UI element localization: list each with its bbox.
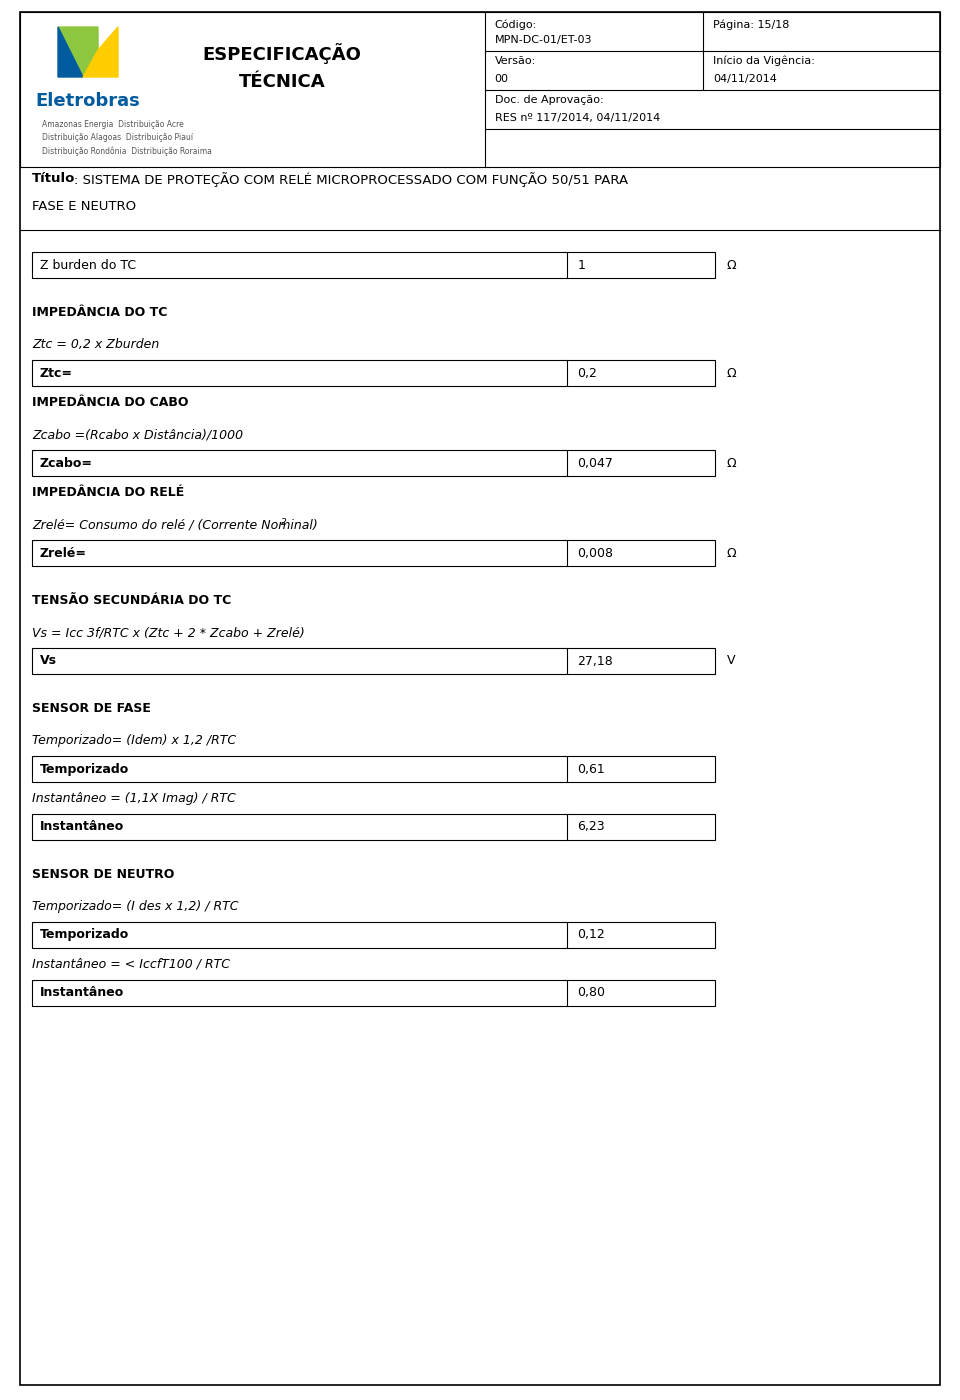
Text: Ω: Ω — [727, 367, 736, 379]
Text: 0,047: 0,047 — [577, 456, 613, 469]
Text: Ω: Ω — [727, 546, 736, 560]
Text: Instantâneo: Instantâneo — [40, 820, 124, 833]
Bar — [32, 648, 714, 673]
Bar — [32, 756, 714, 783]
Text: IMPEDÂNCIA DO TC: IMPEDÂNCIA DO TC — [32, 307, 167, 319]
Text: Temporizado: Temporizado — [40, 763, 130, 776]
Text: Título: Título — [32, 172, 76, 185]
Text: IMPEDÂNCIA DO CABO: IMPEDÂNCIA DO CABO — [32, 396, 188, 409]
Text: 1: 1 — [577, 259, 586, 272]
Text: 2: 2 — [281, 518, 287, 526]
Text: 0,80: 0,80 — [577, 987, 606, 1000]
Text: Versão:: Versão: — [494, 56, 536, 66]
Bar — [32, 540, 714, 566]
Text: 0,61: 0,61 — [577, 763, 605, 776]
Text: Zcabo=: Zcabo= — [40, 456, 93, 469]
Text: : SISTEMA DE PROTEÇÃO COM RELÉ MICROPROCESSADO COM FUNÇÃO 50/51 PARA: : SISTEMA DE PROTEÇÃO COM RELÉ MICROPROC… — [74, 172, 628, 188]
Text: Temporizado= (Idem) x 1,2 /RTC: Temporizado= (Idem) x 1,2 /RTC — [32, 734, 236, 748]
Text: Zcabo =(Rcabo x Distância)/1000: Zcabo =(Rcabo x Distância)/1000 — [32, 428, 243, 441]
Text: FASE E NEUTRO: FASE E NEUTRO — [32, 200, 136, 213]
Text: RES nº 117/2014, 04/11/2014: RES nº 117/2014, 04/11/2014 — [494, 113, 660, 123]
Text: Distribuição Rondônia  Distribuição Roraima: Distribuição Rondônia Distribuição Rorai… — [42, 146, 212, 155]
Text: Vs = Icc 3f/RTC x (Ztc + 2 * Zcabo + Zrelé): Vs = Icc 3f/RTC x (Ztc + 2 * Zcabo + Zre… — [32, 626, 304, 638]
Text: Distribuição Alagoas  Distribuição Piauí: Distribuição Alagoas Distribuição Piauí — [42, 133, 193, 141]
Text: SENSOR DE NEUTRO: SENSOR DE NEUTRO — [32, 868, 175, 881]
Bar — [32, 449, 714, 476]
Bar — [20, 13, 940, 167]
Text: 0,2: 0,2 — [577, 367, 597, 379]
Bar — [32, 813, 714, 840]
Bar — [32, 923, 714, 948]
Polygon shape — [58, 27, 98, 77]
Text: Ztc = 0,2 x Zburden: Ztc = 0,2 x Zburden — [32, 337, 159, 351]
Text: MPN-DC-01/ET-03: MPN-DC-01/ET-03 — [494, 35, 592, 45]
Text: TÉCNICA: TÉCNICA — [239, 73, 325, 91]
Text: Doc. de Aprovação:: Doc. de Aprovação: — [494, 95, 603, 105]
Text: Ω: Ω — [727, 456, 736, 469]
Text: Código:: Código: — [494, 20, 537, 29]
Text: Eletrobras: Eletrobras — [36, 92, 140, 111]
Text: Temporizado: Temporizado — [40, 928, 130, 941]
Text: 00: 00 — [494, 74, 509, 84]
Text: TENSÃO SECUNDÁRIA DO TC: TENSÃO SECUNDÁRIA DO TC — [32, 594, 231, 608]
Bar — [32, 252, 714, 279]
Text: 27,18: 27,18 — [577, 655, 613, 668]
Text: Página: 15/18: Página: 15/18 — [713, 20, 789, 29]
Text: 04/11/2014: 04/11/2014 — [713, 74, 777, 84]
Text: Temporizado= (I des x 1,2) / RTC: Temporizado= (I des x 1,2) / RTC — [32, 900, 238, 913]
Text: Vs: Vs — [40, 655, 57, 668]
Text: Zrelé= Consumo do relé / (Corrente Nominal): Zrelé= Consumo do relé / (Corrente Nomin… — [32, 518, 318, 531]
Text: Instantâneo = < IccfT100 / RTC: Instantâneo = < IccfT100 / RTC — [32, 958, 230, 972]
Text: IMPEDÂNCIA DO RELÉ: IMPEDÂNCIA DO RELÉ — [32, 486, 184, 498]
Text: Zrelé=: Zrelé= — [40, 546, 87, 560]
Polygon shape — [83, 27, 118, 77]
Text: V: V — [727, 655, 735, 668]
Text: SENSOR DE FASE: SENSOR DE FASE — [32, 701, 151, 715]
Bar — [32, 980, 714, 1007]
Bar — [32, 360, 714, 386]
Text: Instantâneo = (1,1X Imag) / RTC: Instantâneo = (1,1X Imag) / RTC — [32, 792, 236, 805]
Text: 0,12: 0,12 — [577, 928, 605, 941]
Text: Instantâneo: Instantâneo — [40, 987, 124, 1000]
Text: Ω: Ω — [727, 259, 736, 272]
Text: Início da Vigência:: Início da Vigência: — [713, 56, 815, 66]
Text: Ztc=: Ztc= — [40, 367, 73, 379]
Text: 6,23: 6,23 — [577, 820, 605, 833]
Text: Amazonas Energia  Distribuição Acre: Amazonas Energia Distribuição Acre — [42, 120, 183, 129]
Text: ESPECIFICAÇÃO: ESPECIFICAÇÃO — [203, 43, 362, 64]
Text: Z burden do TC: Z burden do TC — [40, 259, 136, 272]
Polygon shape — [58, 27, 83, 77]
Text: 0,008: 0,008 — [577, 546, 613, 560]
